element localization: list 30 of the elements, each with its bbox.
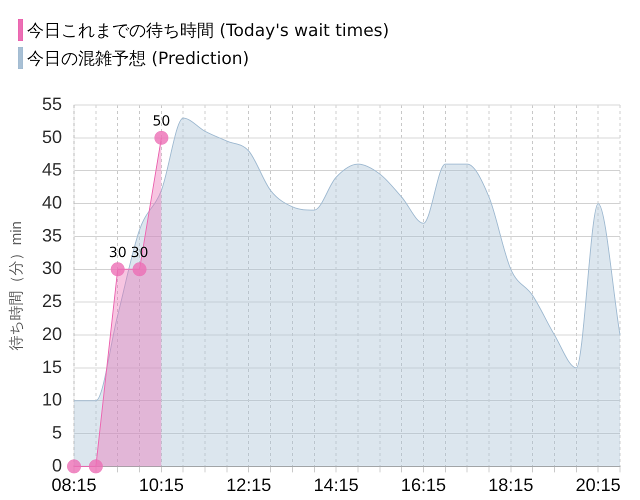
- y-tick-label: 30: [42, 258, 62, 278]
- x-tick-label: 20:15: [576, 475, 621, 496]
- x-tick-label: 10:15: [138, 475, 184, 496]
- y-tick-label: 0: [52, 455, 62, 476]
- x-tick-label: 12:15: [226, 475, 272, 496]
- point: [132, 262, 147, 276]
- y-tick-label: 5: [52, 422, 62, 443]
- x-tick-label: 16:15: [400, 475, 446, 496]
- y-tick-label: 10: [42, 390, 62, 410]
- x-tick-label: 18:15: [488, 475, 534, 496]
- y-tick-label: 25: [42, 291, 62, 312]
- y-tick-label: 55: [42, 94, 62, 114]
- y-tick-label: 35: [42, 225, 62, 246]
- y-tick-label: 15: [42, 356, 62, 377]
- y-tick-label: 45: [42, 160, 62, 180]
- x-tick-label: 08:15: [52, 475, 97, 496]
- x-tick-label: 14:15: [314, 475, 359, 496]
- legend-label: 今日の混雑予想 (Prediction): [27, 48, 250, 70]
- data-label: 50: [152, 113, 170, 130]
- data-label: 30: [130, 244, 148, 261]
- point: [67, 459, 82, 474]
- data-label: 30: [108, 244, 127, 261]
- y-tick-label: 40: [42, 192, 62, 213]
- y-tick-label: 50: [42, 126, 62, 147]
- point: [88, 459, 103, 474]
- legend-label: 今日これまでの待ち時間 (Today's wait times): [27, 20, 390, 42]
- point: [110, 262, 125, 276]
- point: [154, 130, 168, 145]
- y-tick-label: 20: [42, 324, 62, 344]
- y-axis-title: 待ち時間（分）min: [8, 221, 26, 350]
